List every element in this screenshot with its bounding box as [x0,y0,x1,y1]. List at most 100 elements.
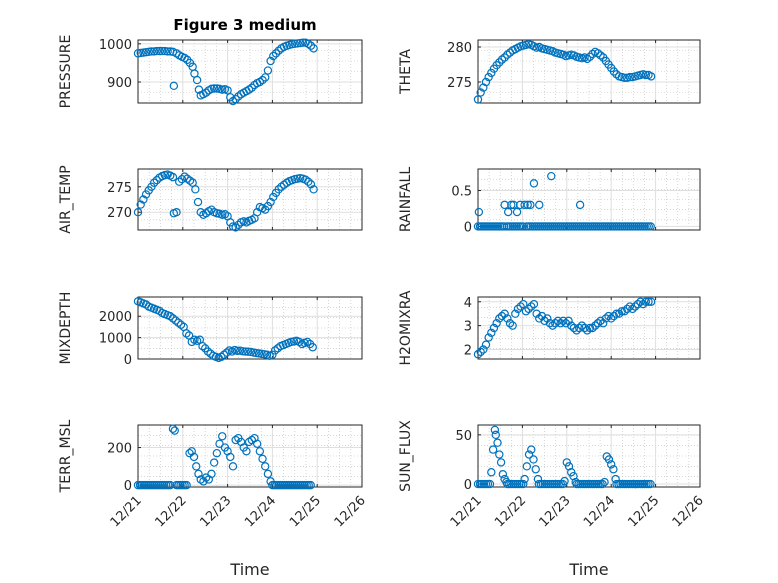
data-point [495,314,504,323]
data-point [609,465,618,474]
data-point [238,347,248,356]
data-point [212,448,222,458]
data-point [495,450,504,459]
data-point [231,223,240,232]
data-point [274,185,283,194]
data-point [209,458,219,467]
y-axis-label: MIXDEPTH [58,292,74,365]
data-point [601,314,611,323]
data-point [561,319,571,328]
data-point [298,38,308,47]
data-point-zero [306,480,315,490]
data-point [516,302,525,311]
data-point [168,424,178,433]
y-axis-label: TERR_MSL [58,419,74,493]
data-point [474,207,484,217]
subplot-4: 0 0.5 RAINFALL [398,167,701,235]
data-point [222,348,231,357]
data-point [171,316,180,325]
data-point [553,316,563,326]
data-point [268,350,277,359]
data-point [270,346,280,355]
subplot-6: 2 3 4 H2OMIXRA [398,290,701,366]
data-point [192,462,201,471]
data-point [628,304,637,314]
data-point [493,438,502,447]
data-point [147,47,156,56]
data-point [607,314,616,323]
data-point [490,425,500,435]
data-point [194,469,203,479]
data-point [609,311,619,321]
data-point [572,326,581,335]
data-point [498,470,508,479]
y-tick-label: 0 [464,478,472,493]
data-point [266,197,275,207]
data-point [252,439,262,448]
y-tick-label: 50 [455,429,472,444]
data-point [641,70,651,80]
y-tick-label: 1000 [99,38,132,53]
data-point [545,319,555,328]
y-axis-label: SUN_FLUX [398,420,414,492]
data-point [133,208,143,217]
data-point [185,176,195,185]
data-point [636,297,645,306]
data-point [575,200,585,210]
data-point [535,314,544,323]
data-point [308,343,317,352]
data-point [547,171,556,181]
data-point [155,46,164,56]
data-point [252,208,262,217]
data-point-zero [182,480,191,490]
data-point [479,345,488,354]
data-point [481,77,491,87]
data-point [585,323,595,333]
data-point [646,297,656,306]
data-point [588,49,597,59]
data-point [207,469,216,479]
data-point [612,309,621,318]
axes-box [137,168,363,231]
data-point [496,458,506,467]
axes-box [137,296,363,360]
data-point [266,477,275,486]
data-point [641,297,651,306]
data-point [139,195,148,204]
y-axis-label: AIR_TEMP [58,165,74,233]
data-point [630,302,640,311]
data-point [481,340,491,349]
data-point [532,309,541,318]
data-point [583,54,592,64]
data-point [168,172,178,182]
data-point [247,83,256,92]
data-point [625,302,635,311]
data-point [638,299,648,309]
data-point [258,75,267,85]
data-point [223,86,232,95]
data-point [136,200,145,209]
y-tick-label: 0.5 [451,185,472,200]
data-point [277,182,286,191]
data-point [500,53,509,62]
y-tick-label: 275 [447,76,472,91]
data-point [183,174,192,183]
data-point [524,450,534,459]
data-point [149,178,159,187]
data-point [508,321,517,330]
data-point [548,321,557,330]
data-point [306,41,316,50]
data-point [261,73,270,82]
x-axis-label: Time [229,560,269,579]
data-point [502,477,511,487]
data-point [492,60,501,70]
data-point [177,174,187,184]
data-point [620,73,629,83]
data-point [567,321,576,330]
data-point [556,319,565,328]
data-point [263,66,273,75]
data-point-zero [166,480,175,490]
data-point [487,68,496,78]
